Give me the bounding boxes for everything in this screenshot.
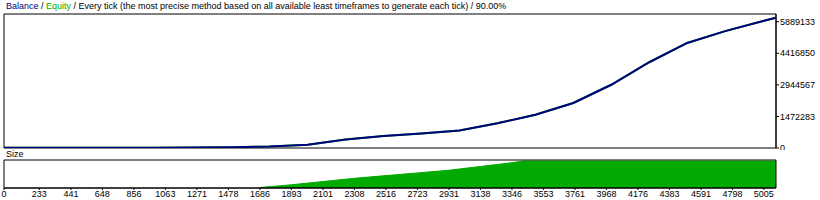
svg-text:2931: 2931 <box>439 189 459 199</box>
svg-text:4591: 4591 <box>691 189 711 199</box>
svg-text:3553: 3553 <box>533 189 553 199</box>
svg-text:5005: 5005 <box>754 189 774 199</box>
svg-text:3346: 3346 <box>502 189 522 199</box>
svg-text:2944567: 2944567 <box>780 80 812 90</box>
svg-text:1893: 1893 <box>281 189 301 199</box>
svg-text:5889133: 5889133 <box>780 17 812 27</box>
svg-text:2516: 2516 <box>376 189 396 199</box>
svg-text:2101: 2101 <box>313 189 333 199</box>
svg-text:856: 856 <box>126 189 141 199</box>
html-text:Size: Size <box>6 149 24 159</box>
svg-text:3761: 3761 <box>565 189 585 199</box>
svg-text:2723: 2723 <box>407 189 427 199</box>
svg-text:1478: 1478 <box>218 189 238 199</box>
svg-text:3138: 3138 <box>470 189 490 199</box>
svg-text:1063: 1063 <box>155 189 175 199</box>
svg-text:1686: 1686 <box>250 189 270 199</box>
svg-text:4798: 4798 <box>722 189 742 199</box>
svg-text:1472283: 1472283 <box>780 112 812 122</box>
svg-text:4416850: 4416850 <box>780 48 812 58</box>
svg-text:233: 233 <box>32 189 47 199</box>
svg-text:4176: 4176 <box>628 189 648 199</box>
svg-text:441: 441 <box>63 189 78 199</box>
svg-text:4383: 4383 <box>659 189 679 199</box>
svg-text:1271: 1271 <box>187 189 207 199</box>
svg-text:648: 648 <box>95 189 110 199</box>
svg-text:2308: 2308 <box>344 189 364 199</box>
svg-text:0: 0 <box>780 143 785 150</box>
html-text:Balance / Equity / Every tick: Balance / Equity / Every tick (the most … <box>6 1 507 11</box>
svg-text:3968: 3968 <box>596 189 616 199</box>
